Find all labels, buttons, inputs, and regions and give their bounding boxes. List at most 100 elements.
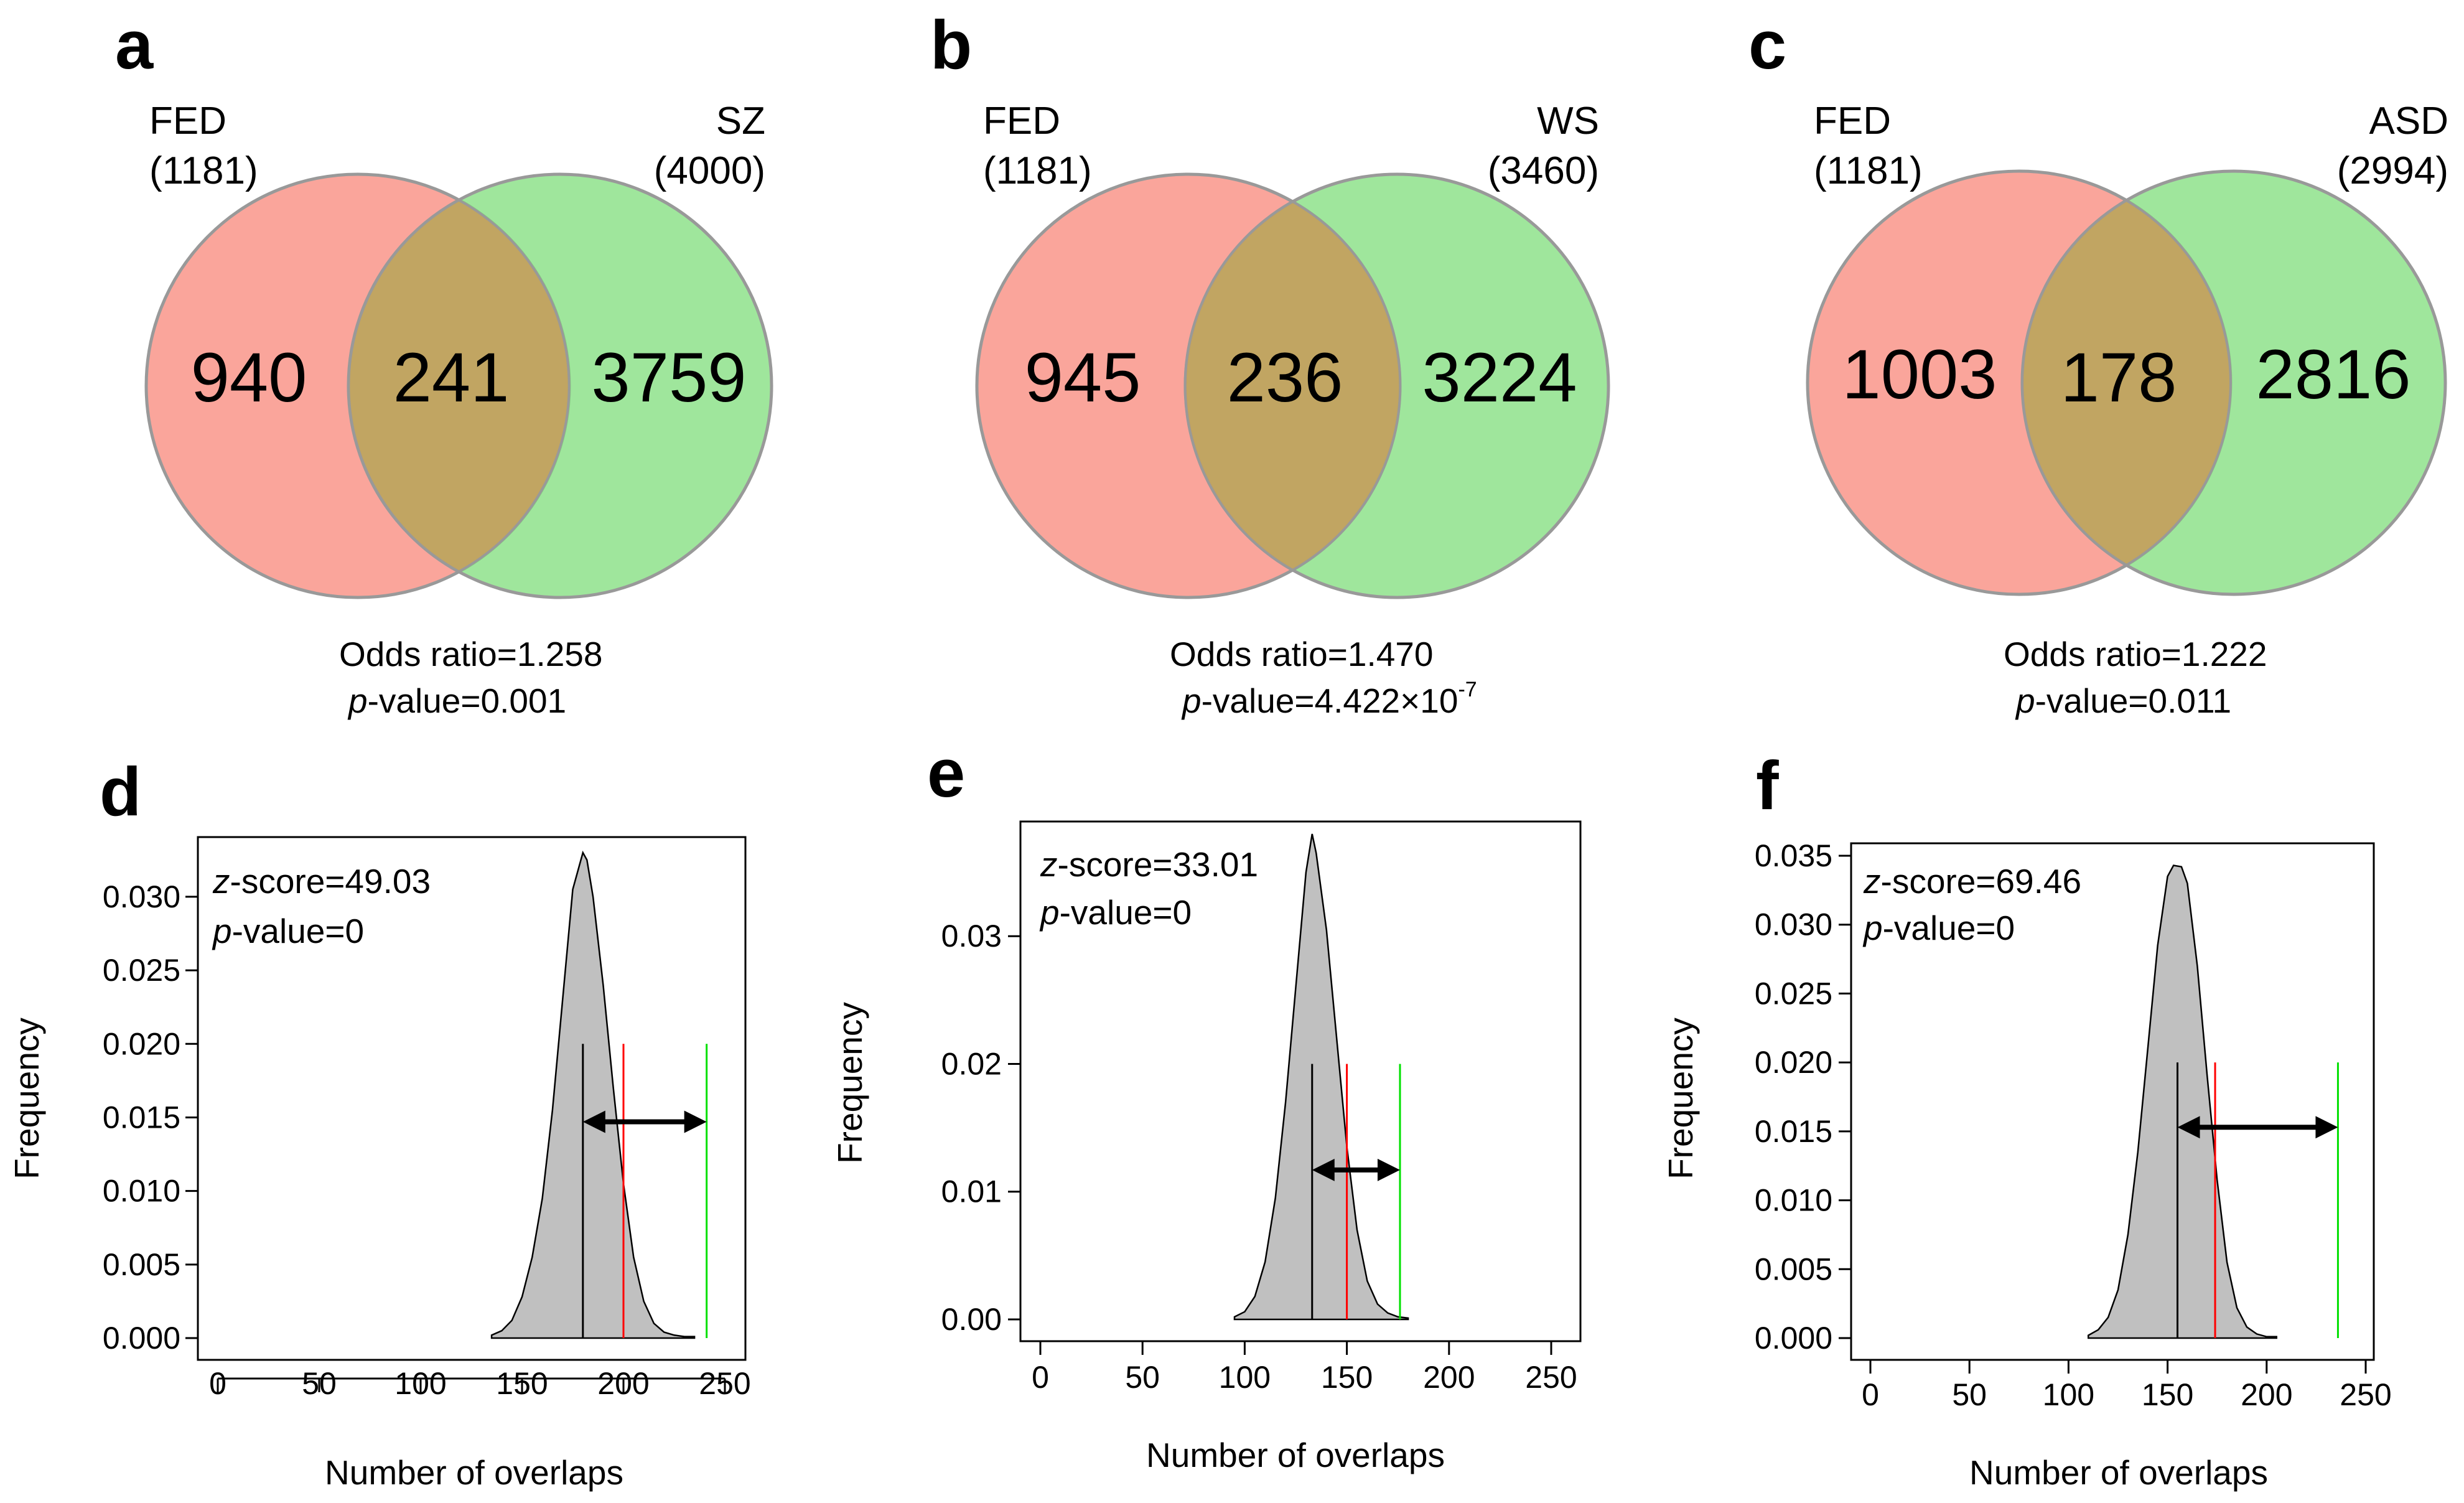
- venn-c-left-unique: 1003: [1842, 335, 1997, 413]
- plot-e-zscore-prefix: z: [1040, 845, 1058, 884]
- panel-b: b FED (1181) WS (3460) 945 236 3224 Odds…: [930, 7, 1610, 720]
- plot-e-density-area: [1233, 833, 1409, 1321]
- plot-f-marks: 0 50 100 150 200 250 0.000 0.005 0.010 0.015 0.020…: [1755, 838, 2392, 1412]
- plot-d-marks: 0 50 100 150 200 250 0.000 0.005 0.010 0.015 0.020…: [103, 850, 751, 1401]
- plot-d-y-tick-label: 0.000: [103, 1321, 180, 1356]
- plot-e-xlabel: Number of overlaps: [1146, 1436, 1445, 1474]
- plot-f-zscore-prefix: z: [1863, 862, 1881, 901]
- plot-d-y-tick-label: 0.030: [103, 879, 180, 914]
- panel-label-b: b: [930, 7, 972, 83]
- plot-e-x-tick-label: 200: [1423, 1360, 1475, 1395]
- plot-e-zscore: z-score=33.01: [1040, 845, 1258, 884]
- venn-b-pvalue-prefix: p: [1181, 681, 1202, 720]
- panel-c: c FED (1181) ASD (2994) 1003 178 2816 Od…: [1748, 7, 2448, 720]
- plot-f-arrow-head-right: [2315, 1116, 2338, 1139]
- panel-label-f: f: [1756, 747, 1779, 824]
- plot-f-pvalue: p-value=0: [1862, 909, 2015, 947]
- plot-e-zscore-rest: -score=33.01: [1058, 845, 1259, 884]
- plot-e-arrow-head-left: [1312, 1158, 1335, 1181]
- plot-f-y-tick-label: 0.015: [1755, 1114, 1832, 1149]
- plot-e-ylabel: Frequency: [831, 1002, 869, 1164]
- plot-f-y-tick-label: 0.000: [1755, 1321, 1832, 1356]
- venn-b-left-size: (1181): [983, 149, 1092, 192]
- plot-d-pvalue-prefix: p: [212, 912, 232, 950]
- plot-e-x-tick-label: 150: [1321, 1360, 1373, 1395]
- plot-d-x-tick-label: 100: [394, 1366, 446, 1401]
- venn-b-left-name: FED: [983, 100, 1060, 143]
- venn-a-pvalue: p-value=0.001: [347, 681, 566, 720]
- venn-a-pvalue-rest: -value=0.001: [368, 681, 567, 720]
- plot-d-y-tick-label: 0.005: [103, 1247, 180, 1282]
- plot-f-y-tick-label: 0.020: [1755, 1045, 1832, 1080]
- venn-b-right-unique: 3224: [1422, 339, 1577, 416]
- plot-e-y-tick-label: 0.03: [941, 919, 1002, 953]
- panel-a: a FED (1181) SZ (4000) 940 241 3759 Odds…: [115, 7, 773, 720]
- panel-label-e: e: [927, 735, 965, 812]
- venn-c-overlap: [2020, 199, 2233, 567]
- venn-a-overlap-count: 241: [393, 339, 510, 416]
- venn-b-pvalue-exponent: -7: [1458, 678, 1477, 701]
- plot-f-pvalue-rest: -value=0: [1883, 909, 2015, 947]
- plot-f-density-area: [2087, 864, 2277, 1339]
- panel-e: e 0 50 100 150 200 250 0.00 0.01 0.02 0.03 z-scor…: [831, 735, 1582, 1474]
- venn-c-left-name: FED: [1814, 100, 1891, 143]
- panel-f: f 0 50 100 150 200 250 0.000 0.005 0.010 0.015 0.0…: [1661, 747, 2392, 1492]
- plot-f-y-tick-label: 0.025: [1755, 976, 1832, 1011]
- plot-e-x-tick-label: 50: [1125, 1360, 1160, 1395]
- plot-e-pvalue-prefix: p: [1039, 893, 1060, 932]
- plot-d-pvalue-rest: -value=0: [232, 912, 365, 950]
- venn-b-pvalue: p-value=4.422×10-7: [1181, 678, 1477, 720]
- panel-label-d: d: [100, 754, 141, 830]
- plot-d-zscore-prefix: z: [212, 862, 230, 901]
- plot-f-y-tick-label: 0.035: [1755, 838, 1832, 873]
- venn-b-overlap-count: 236: [1227, 339, 1343, 416]
- venn-b-pvalue-rest: -value=4.422×10: [1202, 681, 1458, 720]
- venn-a-left-unique: 940: [191, 339, 307, 416]
- venn-b-overlap: [1183, 200, 1402, 572]
- plot-d-y-tick-label: 0.010: [103, 1174, 180, 1209]
- plot-d-xlabel: Number of overlaps: [325, 1453, 623, 1492]
- venn-a-right-name: SZ: [716, 100, 765, 143]
- venn-a-right-size: (4000): [654, 149, 765, 192]
- plot-f-y-tick-label: 0.005: [1755, 1252, 1832, 1286]
- plot-e-x-tick-label: 0: [1032, 1360, 1049, 1395]
- plot-e-pvalue-rest: -value=0: [1060, 893, 1192, 932]
- plot-d-zscore: z-score=49.03: [212, 862, 431, 901]
- plot-e-pvalue: p-value=0: [1039, 893, 1192, 932]
- venn-a-left-name: FED: [149, 100, 226, 143]
- plot-f-zscore: z-score=69.46: [1863, 862, 2081, 901]
- plot-e-y-tick-label: 0.00: [941, 1302, 1002, 1337]
- plot-f-x-tick-label: 100: [2043, 1377, 2094, 1412]
- venn-b-right-size: (3460): [1488, 149, 1599, 192]
- venn-c-pvalue-rest: -value=0.011: [2035, 681, 2231, 720]
- plot-d-y-tick-label: 0.020: [103, 1026, 180, 1061]
- plot-e-marks: 0 50 100 150 200 250 0.00 0.01 0.02 0.03: [941, 833, 1577, 1395]
- venn-b-left-unique: 945: [1025, 339, 1141, 416]
- plot-f-x-tick-label: 200: [2241, 1377, 2292, 1412]
- plot-e-x-tick-label: 100: [1219, 1360, 1271, 1395]
- plot-d-arrow-head-left: [582, 1110, 605, 1133]
- plot-e-y-tick-label: 0.02: [941, 1046, 1002, 1081]
- plot-d-x-tick-label: 250: [699, 1366, 750, 1401]
- panel-label-a: a: [115, 7, 154, 83]
- plot-d-ylabel: Frequency: [7, 1018, 46, 1179]
- plot-f-y-tick-label: 0.030: [1755, 907, 1832, 942]
- venn-b-odds-ratio: Odds ratio=1.470: [1170, 635, 1433, 673]
- plot-f-x-tick-label: 250: [2340, 1377, 2391, 1412]
- venn-c-overlap-count: 178: [2061, 339, 2177, 416]
- plot-d-x-tick-label: 150: [496, 1366, 548, 1401]
- plot-f-x-tick-label: 0: [1862, 1377, 1879, 1412]
- venn-c-pvalue: p-value=0.011: [2015, 681, 2231, 720]
- plot-d-x-tick-label: 50: [302, 1366, 337, 1401]
- panel-d: d 0 50 100 150 200 250 0.000 0.005 0.010 0.015 0.0…: [7, 754, 751, 1492]
- plot-d-arrow-head-right: [684, 1110, 707, 1133]
- plot-d-x-tick-label: 0: [209, 1366, 226, 1401]
- plot-e-y-tick-label: 0.01: [941, 1174, 1002, 1209]
- venn-c-pvalue-prefix: p: [2015, 681, 2035, 720]
- plot-d-density-area: [490, 850, 696, 1339]
- panel-label-c: c: [1748, 7, 1786, 83]
- plot-f-y-tick-label: 0.010: [1755, 1183, 1832, 1218]
- venn-c-right-name: ASD: [2369, 100, 2448, 143]
- venn-c-odds-ratio: Odds ratio=1.222: [2004, 635, 2267, 673]
